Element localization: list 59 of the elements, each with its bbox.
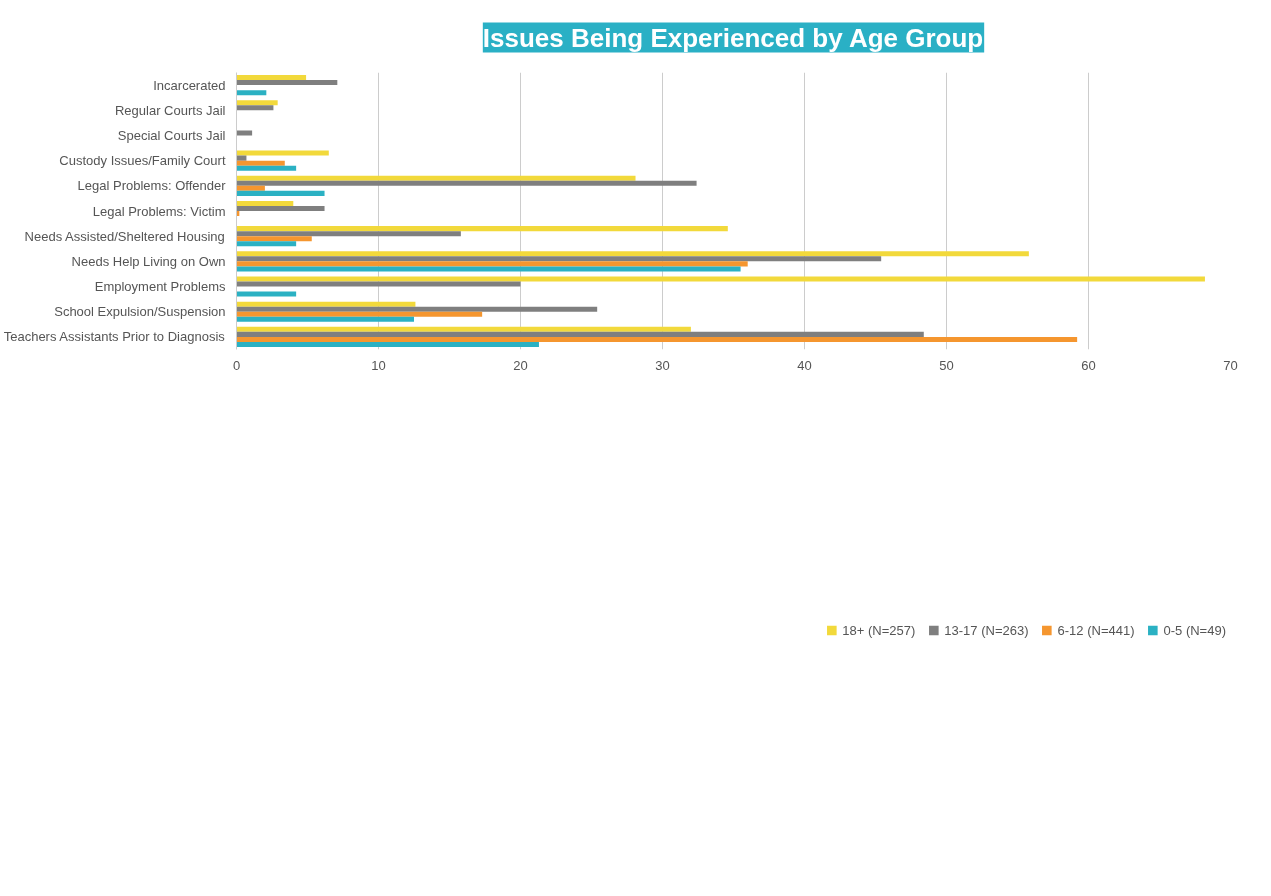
x-tick-label: 50 — [939, 357, 954, 373]
bar — [236, 236, 312, 242]
x-tick-label: 30 — [655, 357, 670, 373]
bar — [236, 336, 1078, 342]
bar — [236, 261, 748, 267]
bar — [236, 241, 297, 247]
bar — [236, 80, 338, 86]
bar — [236, 190, 325, 196]
bar — [236, 165, 297, 171]
y-tick-label: Special Courts Jail — [117, 127, 226, 143]
bar — [236, 75, 307, 81]
bar — [236, 256, 882, 262]
legend-label: 13-17 (N=263) — [944, 622, 1029, 638]
bar — [236, 150, 329, 156]
bar — [236, 160, 285, 166]
y-tick-label: Employment Problems — [94, 279, 226, 295]
bar — [236, 316, 414, 322]
bar — [236, 276, 1205, 282]
bar — [236, 266, 741, 272]
bar — [236, 90, 267, 96]
y-tick-label: Regular Courts Jail — [114, 102, 226, 118]
bar — [236, 301, 416, 307]
y-tick-label: Custody Issues/Family Court — [59, 153, 226, 169]
bar — [236, 231, 461, 237]
bar — [236, 155, 247, 161]
x-tick-label: 40 — [797, 357, 812, 373]
y-tick-label: Needs Assisted/Sheltered Housing — [24, 228, 225, 244]
bar — [236, 175, 636, 181]
legend-label: 6-12 (N=441) — [1057, 622, 1135, 638]
bar — [236, 311, 483, 317]
x-tick-label: 70 — [1223, 357, 1238, 373]
bar — [236, 105, 274, 111]
bar — [236, 331, 924, 337]
chart-title: Issues Being Experienced by Age Group — [482, 22, 984, 53]
bar — [236, 281, 521, 287]
bar — [236, 200, 294, 206]
y-tick-label: Needs Help Living on Own — [71, 253, 226, 269]
bar — [236, 205, 325, 211]
bar — [236, 341, 539, 347]
legend-label: 0-5 (N=49) — [1163, 622, 1226, 638]
bar — [236, 226, 728, 232]
bar — [236, 291, 297, 297]
y-tick-label: Legal Problems: Offender — [77, 178, 227, 194]
x-tick-label: 0 — [232, 357, 241, 373]
bar — [236, 251, 1029, 257]
bar — [236, 306, 598, 312]
bar — [236, 326, 691, 332]
x-tick-label: 60 — [1081, 357, 1096, 373]
bar — [236, 180, 697, 186]
legend-label: 18+ (N=257) — [842, 622, 916, 638]
y-tick-label: Incarcerated — [153, 77, 226, 93]
y-tick-label: Legal Problems: Victim — [92, 203, 226, 219]
x-tick-label: 10 — [371, 357, 386, 373]
y-tick-label: Teachers Assistants Prior to Diagnosis — [3, 329, 226, 345]
bar — [236, 130, 253, 136]
y-tick-label: School Expulsion/Suspension — [54, 304, 226, 320]
bar — [236, 100, 278, 106]
bar — [236, 185, 265, 191]
x-tick-label: 20 — [513, 357, 528, 373]
